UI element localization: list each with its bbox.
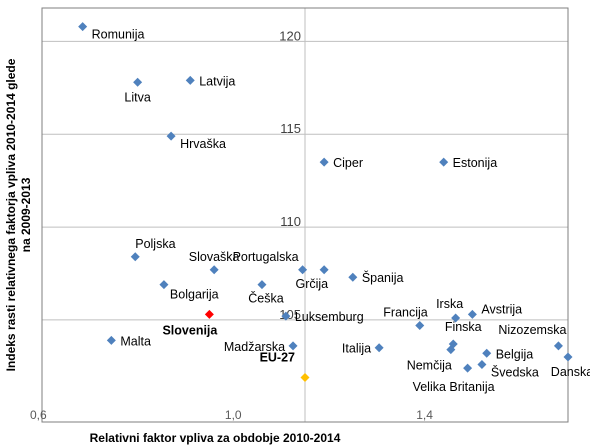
point-velika-britanija bbox=[463, 363, 473, 373]
point-label: Madžarska bbox=[224, 340, 285, 354]
point-hrvaška bbox=[166, 131, 176, 141]
point-label: Francija bbox=[383, 305, 428, 319]
point-poljska bbox=[130, 252, 140, 262]
point-irska bbox=[451, 313, 461, 323]
point-label: EU-27 bbox=[260, 350, 295, 364]
point-nemčija bbox=[446, 345, 456, 355]
point-label: Poljska bbox=[135, 237, 175, 251]
y-tick-label: 115 bbox=[280, 121, 301, 136]
data-points bbox=[78, 22, 573, 382]
point-label: Velika Britanija bbox=[413, 380, 495, 394]
point-madžarska bbox=[288, 341, 298, 351]
point-slovenija bbox=[204, 309, 214, 319]
point-label: Hrvaška bbox=[180, 137, 226, 151]
point-label: Nizozemska bbox=[498, 323, 566, 337]
point-estonija bbox=[439, 157, 449, 167]
point-portugalska bbox=[298, 265, 308, 275]
point-label: Ciper bbox=[333, 156, 363, 170]
x-axis-title: Relativni faktor vpliva za obdobje 2010-… bbox=[90, 431, 341, 445]
point-label: Portugalska bbox=[233, 250, 299, 264]
point-label: Danska bbox=[551, 365, 590, 379]
point-label: Avstrija bbox=[481, 302, 522, 316]
plot-frame bbox=[41, 7, 569, 423]
y-axis-title: Indeks rasti relativnega faktorja vpliva… bbox=[4, 58, 33, 371]
point-label: Luksemburg bbox=[295, 310, 364, 324]
point-label: Litva bbox=[124, 90, 150, 104]
x-tick-label: 0,6 bbox=[30, 408, 47, 422]
point-label: Češka bbox=[248, 291, 283, 306]
point-danska bbox=[563, 352, 573, 362]
point-label: Finska bbox=[445, 320, 482, 334]
point-label: Slovaška bbox=[189, 250, 240, 264]
point-label: Estonija bbox=[453, 156, 498, 170]
x-tick-label: 1,0 bbox=[225, 408, 242, 422]
point-label: Latvija bbox=[199, 74, 235, 88]
point-label: Romunija bbox=[92, 28, 145, 42]
point-bolgarija bbox=[159, 280, 169, 290]
point-italija bbox=[374, 343, 384, 353]
point-švedska bbox=[477, 359, 487, 369]
point-label: Švedska bbox=[491, 364, 539, 379]
point-avstrija bbox=[467, 309, 477, 319]
point-slovaška bbox=[209, 265, 219, 275]
point-label: Belgija bbox=[496, 347, 534, 361]
point-label: Italija bbox=[342, 342, 371, 356]
point-ciper bbox=[319, 157, 329, 167]
y-tick-label: 120 bbox=[279, 28, 301, 43]
point-latvija bbox=[185, 75, 195, 85]
y-axis-title-line: na 2009-2013 bbox=[19, 177, 33, 252]
point-grčija bbox=[319, 265, 329, 275]
point-eu-27 bbox=[300, 372, 310, 382]
point-belgija bbox=[482, 348, 492, 358]
point-litva bbox=[133, 77, 143, 87]
point-češka bbox=[257, 280, 267, 290]
point-labels: Romunija Latvija Litva Hrvaška Ciper Estonija… bbox=[92, 28, 590, 395]
point-label: Bolgarija bbox=[170, 288, 219, 302]
point-label: Irska bbox=[436, 297, 463, 311]
point-label: Nemčija bbox=[407, 359, 452, 373]
point-romunija bbox=[78, 22, 88, 32]
point-francija bbox=[415, 320, 425, 330]
y-axis-title-line: Indeks rasti relativnega faktorja vpliva… bbox=[4, 58, 18, 371]
point-label: Slovenija bbox=[162, 323, 218, 337]
x-tick-label: 1,4 bbox=[416, 408, 433, 422]
point-label: Malta bbox=[120, 334, 151, 348]
point-španija bbox=[348, 272, 358, 282]
point-label: Španija bbox=[362, 270, 404, 285]
point-luksemburg bbox=[281, 311, 291, 321]
point-label: Grčija bbox=[295, 277, 328, 291]
point-nizozemska bbox=[553, 341, 563, 351]
point-malta bbox=[106, 335, 116, 345]
y-tick-label: 110 bbox=[280, 214, 301, 229]
